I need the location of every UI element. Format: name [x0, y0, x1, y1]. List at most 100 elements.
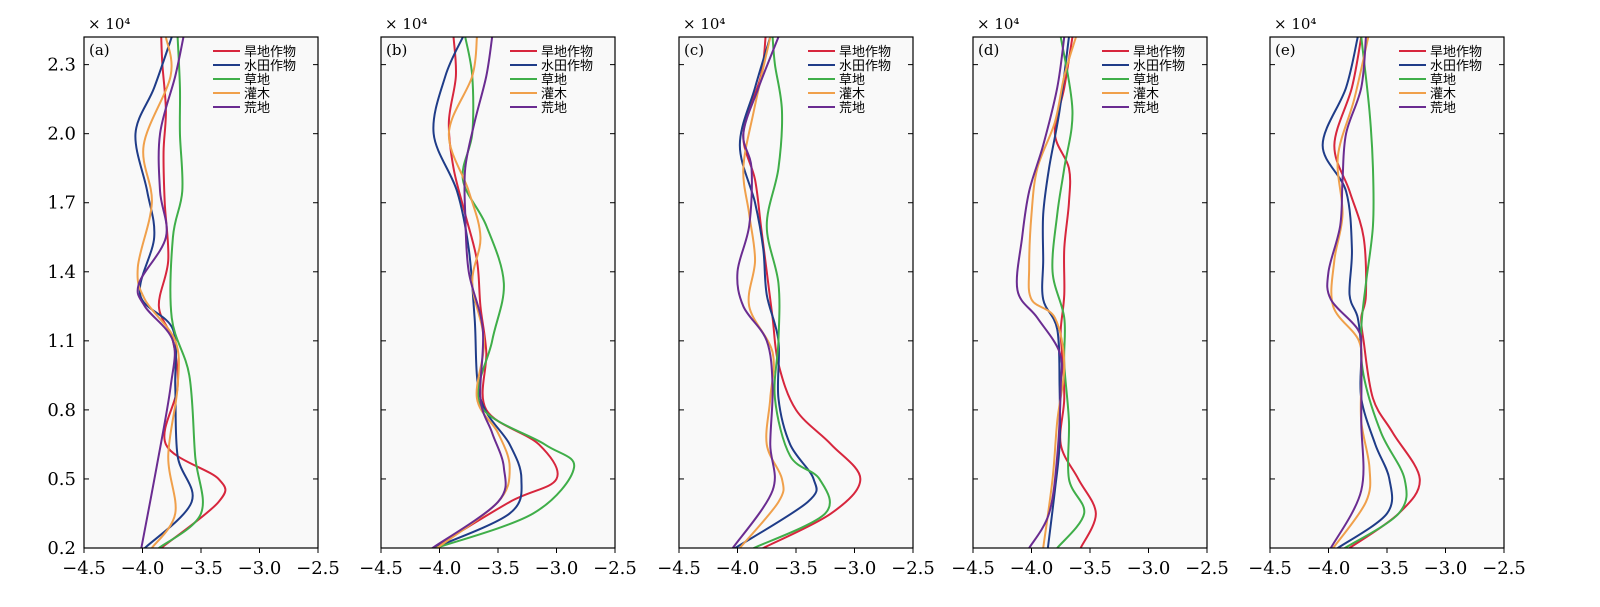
series-line-3: [157, 37, 204, 548]
y-tick-label: 2.0: [47, 124, 76, 145]
series-line-5: [1015, 37, 1066, 548]
series-line-4: [436, 37, 511, 548]
x-tick-label: −3.0: [1424, 558, 1468, 579]
x-tick-label: −2.5: [891, 558, 935, 579]
x-tick-label: −4.5: [359, 558, 403, 579]
panel-a: 0.2 0.5 0.8 1.1 1.4 1.7 2.0 2.3 −4.5 −4.0 −3.5 −3.0…: [47, 15, 340, 579]
y-tick-label: 1.4: [47, 262, 76, 283]
legend-label: 草地: [1430, 73, 1456, 88]
legend-label: 旱地作物: [839, 45, 891, 60]
legend-label: 水田作物: [541, 59, 593, 74]
series-group: [731, 37, 862, 548]
x-tick-label: −3.5: [476, 558, 520, 579]
legend-label: 旱地作物: [1133, 45, 1185, 60]
legend-label: 灌木: [1430, 87, 1456, 102]
y-tick-label: 2.3: [47, 55, 76, 76]
legend-label: 旱地作物: [244, 45, 296, 60]
panel-label: (a): [89, 41, 110, 59]
y-axis-multiplier: × 10⁴: [977, 15, 1019, 33]
y-axis-multiplier: × 10⁴: [683, 15, 725, 33]
panel-label: (e): [1275, 41, 1296, 59]
plot-frame: [1269, 36, 1505, 549]
x-tick-label: −3.5: [1365, 558, 1409, 579]
x-tick-label: −4.0: [121, 558, 165, 579]
panel-label: (b): [386, 41, 407, 59]
x-tick-label: −2.5: [296, 558, 340, 579]
x-tick-label: −4.5: [62, 558, 106, 579]
series-group: [1015, 37, 1097, 548]
x-tick-label: −3.0: [238, 558, 282, 579]
legend-label: 水田作物: [244, 59, 296, 74]
series-line-3: [1051, 37, 1086, 548]
plot-area: [679, 37, 913, 548]
x-tick-label: −2.5: [1482, 558, 1526, 579]
legend-label: 水田作物: [1133, 59, 1185, 74]
legend-label: 荒地: [244, 101, 270, 116]
legend-label: 草地: [839, 73, 865, 88]
series-group: [431, 37, 576, 548]
series-line-1: [432, 37, 559, 548]
legend-label: 旱地作物: [541, 45, 593, 60]
series-line-3: [1343, 37, 1408, 548]
plot-area: [1270, 37, 1504, 548]
legend-label: 草地: [541, 73, 567, 88]
legend-label: 灌木: [839, 87, 865, 102]
series-line-2: [432, 37, 523, 548]
series-line-4: [1027, 37, 1077, 548]
series-line-4: [1330, 37, 1372, 548]
plot-frame: [972, 36, 1208, 549]
plot-area: [84, 37, 318, 548]
legend-label: 荒地: [1430, 101, 1456, 116]
legend-label: 灌木: [1133, 87, 1159, 102]
x-tick-label: −3.5: [774, 558, 818, 579]
legend-label: 草地: [1133, 73, 1159, 88]
plot-frame: [83, 36, 319, 549]
panel-label: (d): [978, 41, 999, 59]
panel-d: −4.5 −4.0 −3.5 −3.0 −2.5 × 10⁴ (d) 旱地作物水田作物草地灌木…: [951, 15, 1229, 579]
series-line-2: [1321, 37, 1394, 548]
legend-label: 荒地: [839, 101, 865, 116]
x-tick-label: −3.0: [535, 558, 579, 579]
legend-label: 灌木: [541, 87, 567, 102]
panel-b: −4.5 −4.0 −3.5 −3.0 −2.5 × 10⁴ (b) 旱地作物水田作物草地灌木…: [359, 15, 637, 579]
y-tick-label: 0.2: [47, 538, 76, 559]
x-tick-label: −4.0: [716, 558, 760, 579]
y-axis-multiplier: × 10⁴: [385, 15, 427, 33]
panel-c: −4.5 −4.0 −3.5 −3.0 −2.5 × 10⁴ (c) 旱地作物水田作物草地灌木…: [657, 15, 935, 579]
series-line-4: [136, 37, 180, 548]
y-tick-label: 0.8: [47, 400, 76, 421]
plot-frame: [380, 36, 616, 549]
x-tick-label: −4.5: [1248, 558, 1292, 579]
x-tick-label: −3.5: [179, 558, 223, 579]
legend-label: 荒地: [541, 101, 567, 116]
x-tick-label: −3.0: [1127, 558, 1171, 579]
x-tick-label: −4.0: [1307, 558, 1351, 579]
y-axis-multiplier: × 10⁴: [88, 15, 130, 33]
series-line-2: [1041, 37, 1070, 548]
x-tick-label: −4.0: [418, 558, 462, 579]
legend-label: 旱地作物: [1430, 45, 1482, 60]
y-tick-label: 1.1: [47, 331, 76, 352]
series-line-5: [136, 37, 185, 548]
series-line-2: [734, 37, 818, 548]
y-tick-label: 0.5: [47, 469, 76, 490]
plot-area: [381, 37, 615, 548]
series-line-2: [134, 37, 194, 548]
series-group: [1321, 37, 1421, 548]
series-line-5: [1326, 37, 1367, 548]
x-tick-label: −2.5: [1185, 558, 1229, 579]
series-line-5: [431, 37, 507, 548]
x-tick-label: −2.5: [593, 558, 637, 579]
panel-e: −4.5 −4.0 −3.5 −3.0 −2.5 × 10⁴ (e) 旱地作物水田作物草地灌木…: [1248, 15, 1526, 579]
legend-label: 水田作物: [1430, 59, 1482, 74]
x-tick-label: −3.0: [833, 558, 877, 579]
legend-label: 水田作物: [839, 59, 891, 74]
panel-label: (c): [684, 41, 704, 59]
series-line-5: [731, 37, 780, 548]
